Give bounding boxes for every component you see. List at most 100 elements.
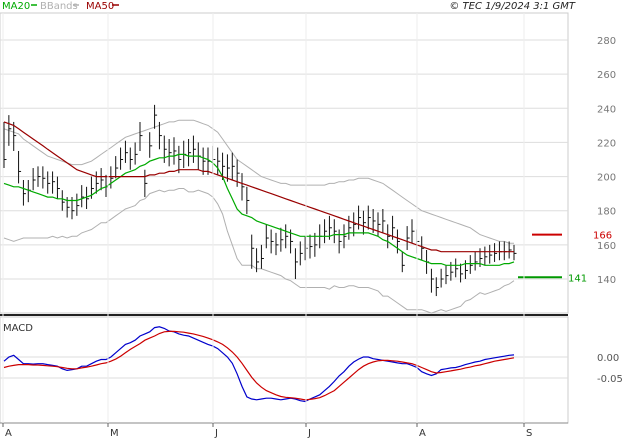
level-marker-label: 166 [593,231,612,242]
ohlc-bar [260,244,264,269]
ohlc-bar [61,190,65,211]
ma20-line [3,153,515,266]
signal-line [3,330,515,401]
ohlc-bar [377,212,381,237]
ohlc-bar [81,185,85,208]
ohlc-bar [129,147,133,170]
macd-line [3,326,515,403]
price-y-axis: 280 260 240 220 200 180 160 140 [597,36,616,286]
bollinger-bands [3,119,515,314]
price-tick-label: 240 [597,104,616,115]
macd-tick-label: 0.00 [597,353,619,364]
price-tick-label: 200 [597,173,616,184]
legend-ma20-label: MA20 [2,1,30,12]
ohlc-bar [460,263,464,283]
ohlc-bar [435,277,439,297]
ohlc-bar [124,140,128,163]
ohlc-bar [52,171,56,194]
ohlc-bar [188,139,192,167]
x-tick-label: A [5,428,12,439]
ohlc-bar [115,156,119,179]
ohlc-bar [3,121,7,169]
ohlc-bar [144,169,148,198]
macd-grid [0,356,568,379]
ohlc-bar [358,205,362,230]
ohlc-bar [192,135,196,163]
ohlc-bar [217,147,221,175]
ohlc-bar [338,229,342,254]
macd-y-axis: 0.00 -0.05 [597,353,623,385]
ohlc-bar [139,121,143,151]
ohlc-bar [251,234,255,269]
legend: MA20 BBands MA50 [2,1,119,12]
ohlc-bar [275,232,279,256]
ohlc-bar [455,258,459,278]
ohlc-bar [47,171,51,194]
ohlc-bar [178,145,182,174]
ohlc-bar [18,150,22,184]
ohlc-bar [513,244,517,261]
bbands-line [3,119,514,244]
ohlc-bar [241,173,245,201]
moving-averages [3,121,515,266]
bbands-line [3,188,515,314]
ohlc-bar [294,248,298,279]
price-grid [0,39,568,280]
ohlc-bar [440,268,444,288]
ohlc-bar [256,248,260,273]
ohlc-bar [134,142,138,165]
price-tick-label: 160 [597,241,616,252]
ohlc-bar [382,209,386,233]
x-tick-label: M [110,428,119,439]
ohlc-bar [226,154,230,182]
ohlc-bar [168,139,172,167]
price-tick-label: 260 [597,70,616,81]
ohlc-bar [246,186,250,215]
ohlc-bar [411,219,415,244]
ohlc-bar [285,224,289,249]
ma50-line [3,121,514,253]
macd-lines [3,326,515,403]
ohlc-bar [494,243,498,262]
ohlc-bar [231,152,235,180]
ohlc-bar [396,229,400,254]
ohlc-bar [42,166,46,189]
ohlc-bar [469,255,473,274]
ohlc-bar [309,234,313,259]
ohlc-bar [333,219,337,244]
ohlc-bar [387,224,391,249]
ohlc-bar [37,166,41,187]
ohlc-bar [484,246,488,266]
price-tick-label: 220 [597,138,616,149]
price-annotations: 166 141 [518,231,612,284]
ohlc-bar [489,244,493,264]
level-marker-label: 141 [568,273,587,284]
ohlc-bar [299,241,303,266]
ohlc-bar [22,179,26,206]
ohlc-bar [430,268,434,293]
legend-bbands-label: BBands [40,1,78,12]
ohlc-bar [421,236,425,261]
ohlc-bar [270,229,274,254]
ohlc-bar [158,121,162,150]
ohlc-bar [154,104,158,129]
x-tick-label: J [214,428,218,439]
macd-panel [0,316,569,424]
ohlc-bar [445,265,449,285]
ohlc-bar [110,166,114,189]
ohlc-bar [76,193,80,216]
ohlc-bar [8,115,12,146]
macd-tick-label: -0.05 [597,374,623,385]
x-tick-label: J [307,428,311,439]
ohlc-bar [401,251,405,273]
ohlc-bar [202,147,206,175]
price-tick-label: 180 [597,207,616,218]
ohlc-bar [348,215,352,240]
ohlc-bar [367,205,371,230]
ohlc-bar [120,147,124,170]
ohlc-bar [406,226,410,250]
x-tick-label: A [419,428,426,439]
ohlc-bar [343,224,347,249]
